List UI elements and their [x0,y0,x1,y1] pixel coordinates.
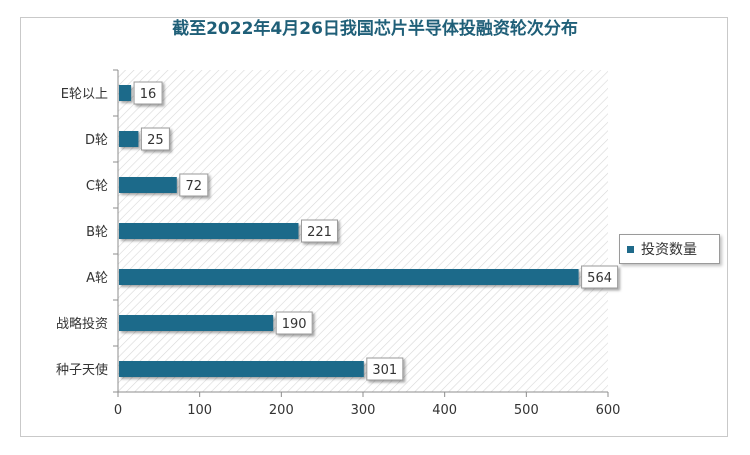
data-label-text: 16 [140,87,157,102]
bar [119,177,177,193]
category-label: C轮 [86,179,108,194]
bar [119,131,139,147]
bar [119,315,274,331]
category-label: A轮 [86,271,108,286]
data-label-text: 190 [282,317,307,332]
bar [119,269,579,285]
chart-title: 截至2022年4月26日我国芯片半导体投融资轮次分布 [172,19,578,39]
category-label: 战略投资 [56,316,108,332]
category-label: E轮以上 [61,87,108,102]
data-label-box [581,265,619,289]
data-label: 190 [275,311,313,335]
data-label-box [140,127,170,151]
legend-swatch [627,245,634,253]
data-label: 16 [133,81,163,105]
data-label-box [300,219,338,243]
category-label: D轮 [85,133,108,148]
x-tick-label: 100 [187,403,212,418]
data-label: 25 [140,127,170,151]
bar [119,361,364,377]
legend: 投资数量 [619,234,720,264]
data-label: 221 [300,219,338,243]
category-label: B轮 [86,225,108,240]
data-label-box [133,81,163,105]
data-label-box [275,311,313,335]
x-tick-label: 0 [114,403,122,418]
data-label: 301 [366,357,404,381]
x-tick-label: 500 [514,403,539,418]
data-label-text: 72 [186,179,203,194]
data-label-text: 301 [372,363,397,378]
data-label-text: 25 [147,133,164,148]
x-tick-label: 200 [269,403,294,418]
x-tick-label: 400 [432,403,457,418]
data-label: 564 [581,265,619,289]
bar [119,223,299,239]
data-label-text: 564 [587,271,612,286]
legend-label: 投资数量 [641,242,697,258]
data-label-box [179,173,209,197]
bar [119,85,132,101]
data-label-text: 221 [307,225,332,240]
data-label-box [366,357,404,381]
x-tick-label: 600 [596,403,621,418]
data-label: 72 [179,173,209,197]
category-label: 种子天使 [56,362,108,378]
x-tick-label: 300 [351,403,376,418]
